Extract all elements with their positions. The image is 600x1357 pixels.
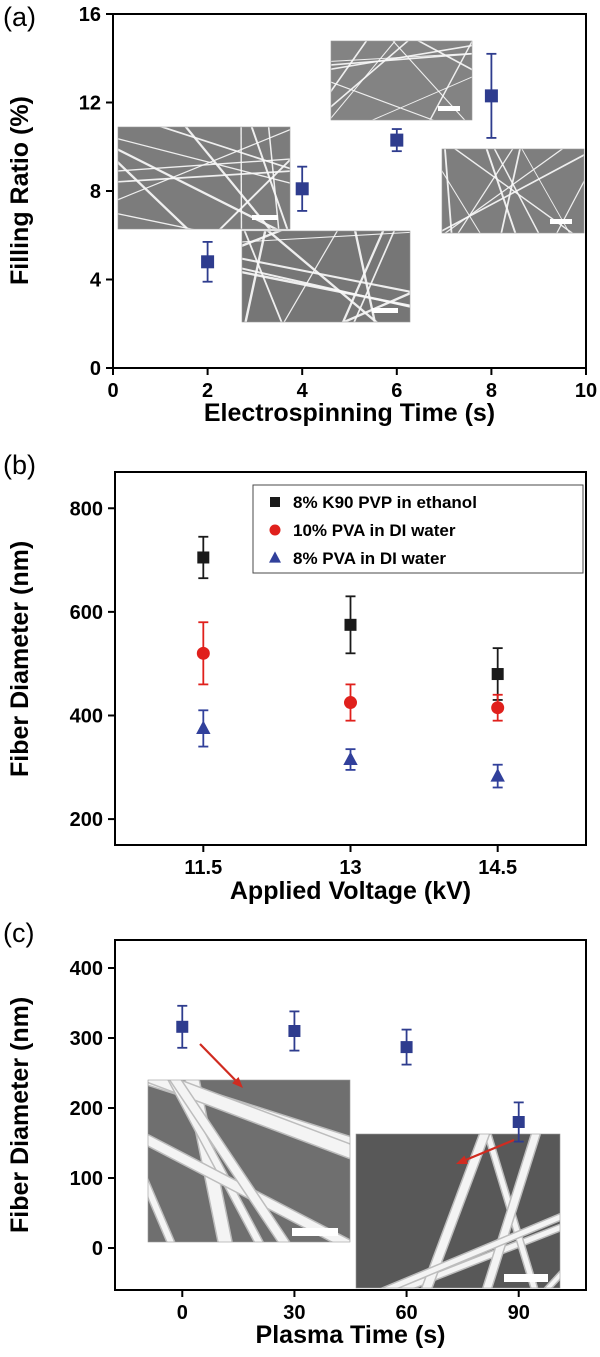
data-point-triangle bbox=[343, 751, 358, 766]
plot-canvas-a: 0 2 4 6 8 10 0 4 8 12 16 bbox=[79, 4, 597, 402]
y-tick-label: 200 bbox=[70, 809, 103, 831]
y-axis-label-c: Fiber Diameter (nm) bbox=[6, 996, 34, 1234]
data-point-triangle bbox=[490, 768, 505, 782]
y-tick-label: 4 bbox=[90, 270, 102, 292]
data-point-square bbox=[491, 668, 504, 681]
data-point-square bbox=[288, 1025, 301, 1037]
plot-canvas-b: 11.5 13 14.5 200 400 600 800 8% K90 PVP in etha… bbox=[70, 471, 587, 879]
y-tick-label: 0 bbox=[92, 1238, 103, 1260]
x-tick-label: 90 bbox=[508, 1302, 530, 1324]
plot-frame bbox=[114, 939, 587, 1291]
y-tick-label: 0 bbox=[90, 358, 101, 380]
y-tick-label: 200 bbox=[70, 1098, 103, 1120]
x-axis-label-c: Plasma Time (s) bbox=[255, 1321, 446, 1349]
data-point-square bbox=[390, 133, 404, 147]
x-tick-label: 0 bbox=[107, 380, 118, 402]
data-point-square bbox=[197, 551, 210, 564]
y-tick-label: 400 bbox=[70, 705, 103, 727]
data-point-square bbox=[512, 1116, 525, 1128]
data-point-circle bbox=[344, 696, 357, 710]
data-point-circle bbox=[196, 646, 210, 660]
x-tick-label: 0 bbox=[177, 1302, 188, 1324]
data-point-circle bbox=[491, 701, 505, 715]
data-point-square bbox=[270, 497, 280, 507]
y-tick-label: 100 bbox=[70, 1168, 103, 1190]
y-tick-label: 16 bbox=[79, 4, 101, 26]
plot-canvas-c: 0 30 60 90 0 100 200 300 400 bbox=[70, 939, 587, 1324]
panel-label-a: (a) bbox=[3, 2, 36, 32]
sem-inset bbox=[117, 126, 291, 230]
y-tick-label: 600 bbox=[70, 602, 103, 624]
scale-bar bbox=[252, 215, 278, 220]
scale-bar bbox=[438, 106, 460, 111]
legend-label: 8% PVA in DI water bbox=[293, 549, 446, 568]
sem-inset bbox=[330, 40, 473, 121]
x-tick-label: 4 bbox=[297, 380, 309, 402]
x-tick-label: 10 bbox=[575, 380, 597, 402]
x-tick-label: 6 bbox=[391, 380, 402, 402]
x-tick-label: 60 bbox=[395, 1302, 417, 1324]
data-point-square bbox=[176, 1020, 189, 1033]
legend: 8% K90 PVP in ethanol 10% PVA in DI water… bbox=[252, 484, 584, 574]
scale-bar bbox=[372, 308, 398, 313]
annotation-arrow bbox=[456, 1138, 515, 1164]
data-point-square bbox=[295, 182, 309, 196]
sem-inset bbox=[241, 230, 411, 323]
y-tick-label: 300 bbox=[70, 1028, 103, 1050]
x-tick-label: 30 bbox=[283, 1302, 305, 1324]
data-point-square bbox=[484, 89, 498, 103]
sem-inset bbox=[355, 1133, 561, 1289]
data-point-triangle bbox=[269, 551, 281, 563]
legend-label: 10% PVA in DI water bbox=[293, 521, 456, 540]
x-axis-label-b: Applied Voltage (kV) bbox=[229, 877, 472, 905]
panel-a: 0 2 4 6 8 10 0 4 8 12 16 (a) Filling Ratio (%) Ele… bbox=[0, 0, 600, 440]
x-tick-label: 13 bbox=[339, 857, 361, 879]
scale-bar bbox=[550, 219, 572, 224]
sem-inset bbox=[441, 148, 585, 234]
x-tick-label: 8 bbox=[486, 380, 497, 402]
y-tick-label: 800 bbox=[70, 498, 103, 520]
y-tick-label: 8 bbox=[90, 181, 101, 203]
sem-inset bbox=[147, 1079, 351, 1243]
legend-label: 8% K90 PVP in ethanol bbox=[293, 493, 477, 512]
data-point-square bbox=[400, 1041, 413, 1054]
panel-label-c: (c) bbox=[3, 918, 35, 948]
panel-label-b: (b) bbox=[3, 450, 36, 480]
panel-c: 0 30 60 90 0 100 200 300 400 (c) Fiber Diameter … bbox=[0, 912, 600, 1357]
x-tick-label: 2 bbox=[202, 380, 213, 402]
x-tick-label: 14.5 bbox=[478, 857, 517, 879]
scale-bar bbox=[504, 1274, 548, 1282]
x-axis-label-a: Electrospinning Time (s) bbox=[203, 399, 496, 427]
data-point-circle bbox=[269, 524, 281, 536]
data-point-triangle bbox=[196, 720, 211, 734]
x-tick-label: 11.5 bbox=[184, 857, 222, 879]
data-point-square bbox=[201, 255, 215, 269]
scale-bar bbox=[292, 1228, 338, 1236]
data-point-square bbox=[344, 618, 357, 631]
annotation-arrow bbox=[199, 1043, 243, 1088]
panel-b: 11.5 13 14.5 200 400 600 800 8% K90 PVP in etha… bbox=[0, 440, 600, 912]
y-axis-label-b: Fiber Diameter (nm) bbox=[6, 540, 34, 777]
y-tick-label: 400 bbox=[70, 958, 103, 980]
y-axis-label-a: Filling Ratio (%) bbox=[6, 96, 34, 286]
y-tick-label: 12 bbox=[79, 93, 101, 115]
